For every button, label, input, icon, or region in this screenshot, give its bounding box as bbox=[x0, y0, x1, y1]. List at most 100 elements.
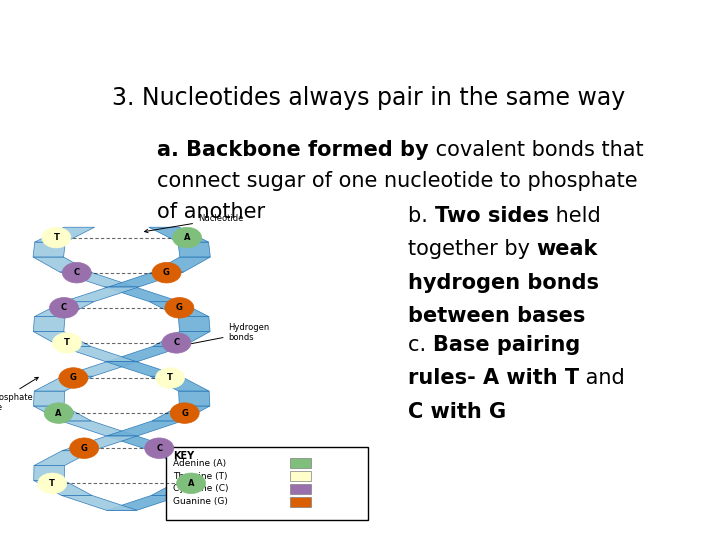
Polygon shape bbox=[34, 391, 65, 406]
Text: of another: of another bbox=[157, 202, 265, 222]
Polygon shape bbox=[61, 495, 137, 510]
Text: Hydrogen
bonds: Hydrogen bonds bbox=[171, 323, 270, 348]
Text: C with G: C with G bbox=[408, 402, 506, 422]
Text: together by: together by bbox=[408, 239, 536, 259]
Circle shape bbox=[156, 368, 184, 388]
Circle shape bbox=[152, 262, 181, 283]
Text: T: T bbox=[49, 479, 55, 488]
Bar bbox=[289, 497, 310, 507]
Text: G: G bbox=[81, 444, 88, 453]
Polygon shape bbox=[153, 257, 210, 272]
Circle shape bbox=[42, 227, 71, 248]
Text: C: C bbox=[73, 268, 80, 277]
Polygon shape bbox=[33, 332, 91, 346]
Text: Sugar-phosphate
backbone: Sugar-phosphate backbone bbox=[0, 377, 38, 413]
Text: b.: b. bbox=[408, 206, 435, 226]
Text: and: and bbox=[579, 368, 625, 388]
Polygon shape bbox=[106, 436, 181, 451]
Polygon shape bbox=[60, 346, 135, 361]
Circle shape bbox=[50, 298, 78, 318]
Text: G: G bbox=[176, 303, 183, 312]
Polygon shape bbox=[34, 481, 92, 495]
Polygon shape bbox=[150, 451, 210, 465]
Text: Cytosine (C): Cytosine (C) bbox=[174, 484, 229, 494]
Text: A: A bbox=[184, 233, 190, 242]
Polygon shape bbox=[109, 272, 184, 287]
Circle shape bbox=[162, 333, 191, 353]
Polygon shape bbox=[107, 495, 182, 510]
Polygon shape bbox=[35, 227, 94, 242]
Polygon shape bbox=[33, 242, 66, 257]
Polygon shape bbox=[149, 227, 209, 242]
Text: C: C bbox=[174, 339, 179, 347]
Circle shape bbox=[173, 227, 202, 248]
Polygon shape bbox=[35, 376, 94, 391]
Polygon shape bbox=[62, 436, 138, 451]
Circle shape bbox=[53, 333, 81, 353]
Polygon shape bbox=[150, 376, 209, 391]
Polygon shape bbox=[150, 302, 209, 316]
Text: C: C bbox=[156, 444, 162, 453]
Polygon shape bbox=[104, 287, 180, 302]
Bar bbox=[289, 471, 310, 481]
Text: T: T bbox=[167, 374, 173, 382]
Polygon shape bbox=[60, 272, 135, 287]
Polygon shape bbox=[34, 406, 91, 421]
Circle shape bbox=[70, 438, 99, 458]
Text: G: G bbox=[163, 268, 170, 277]
Circle shape bbox=[170, 403, 199, 423]
Text: rules- A with T: rules- A with T bbox=[408, 368, 579, 388]
Text: connect sugar of one nucleotide to phosphate: connect sugar of one nucleotide to phosp… bbox=[157, 171, 638, 191]
Text: Two sides: Two sides bbox=[435, 206, 549, 226]
Polygon shape bbox=[107, 421, 183, 436]
Polygon shape bbox=[108, 346, 183, 361]
Text: held: held bbox=[549, 206, 600, 226]
Circle shape bbox=[59, 368, 88, 388]
Circle shape bbox=[165, 298, 194, 318]
Polygon shape bbox=[33, 316, 65, 332]
Circle shape bbox=[63, 262, 91, 283]
Polygon shape bbox=[179, 316, 210, 332]
Bar bbox=[289, 484, 310, 494]
Polygon shape bbox=[35, 302, 94, 316]
Text: Guanine (G): Guanine (G) bbox=[174, 497, 228, 507]
Polygon shape bbox=[179, 465, 210, 481]
Text: between bases: between bases bbox=[408, 306, 585, 326]
Text: T: T bbox=[64, 339, 70, 347]
Polygon shape bbox=[178, 242, 210, 257]
Text: C: C bbox=[61, 303, 67, 312]
Polygon shape bbox=[153, 332, 210, 346]
Text: G: G bbox=[181, 409, 188, 417]
Bar bbox=[289, 458, 310, 468]
Polygon shape bbox=[34, 465, 65, 481]
Text: A: A bbox=[188, 479, 194, 488]
Polygon shape bbox=[63, 361, 138, 376]
Text: Thymine (T): Thymine (T) bbox=[174, 471, 228, 481]
Polygon shape bbox=[179, 391, 210, 406]
Polygon shape bbox=[152, 406, 210, 421]
Polygon shape bbox=[151, 481, 210, 495]
Text: c.: c. bbox=[408, 335, 433, 355]
Text: T: T bbox=[53, 233, 59, 242]
Text: KEY: KEY bbox=[174, 451, 194, 461]
Polygon shape bbox=[63, 287, 140, 302]
Text: Base pairing: Base pairing bbox=[433, 335, 580, 355]
Circle shape bbox=[37, 473, 67, 494]
Text: hydrogen bonds: hydrogen bonds bbox=[408, 273, 599, 293]
Polygon shape bbox=[33, 257, 90, 272]
Polygon shape bbox=[105, 361, 181, 376]
Circle shape bbox=[44, 403, 73, 423]
Polygon shape bbox=[34, 451, 93, 465]
Text: G: G bbox=[70, 374, 77, 382]
Circle shape bbox=[145, 438, 174, 458]
FancyBboxPatch shape bbox=[166, 447, 368, 519]
Circle shape bbox=[176, 473, 206, 494]
Text: weak: weak bbox=[536, 239, 598, 259]
Polygon shape bbox=[60, 421, 136, 436]
Text: Adenine (A): Adenine (A) bbox=[174, 458, 226, 468]
Text: covalent bonds that: covalent bonds that bbox=[428, 140, 643, 160]
Text: a. Backbone formed by: a. Backbone formed by bbox=[157, 140, 428, 160]
Text: A: A bbox=[55, 409, 62, 417]
Text: 3. Nucleotides always pair in the same way: 3. Nucleotides always pair in the same w… bbox=[112, 85, 626, 110]
Text: Nucleotide: Nucleotide bbox=[145, 214, 243, 233]
